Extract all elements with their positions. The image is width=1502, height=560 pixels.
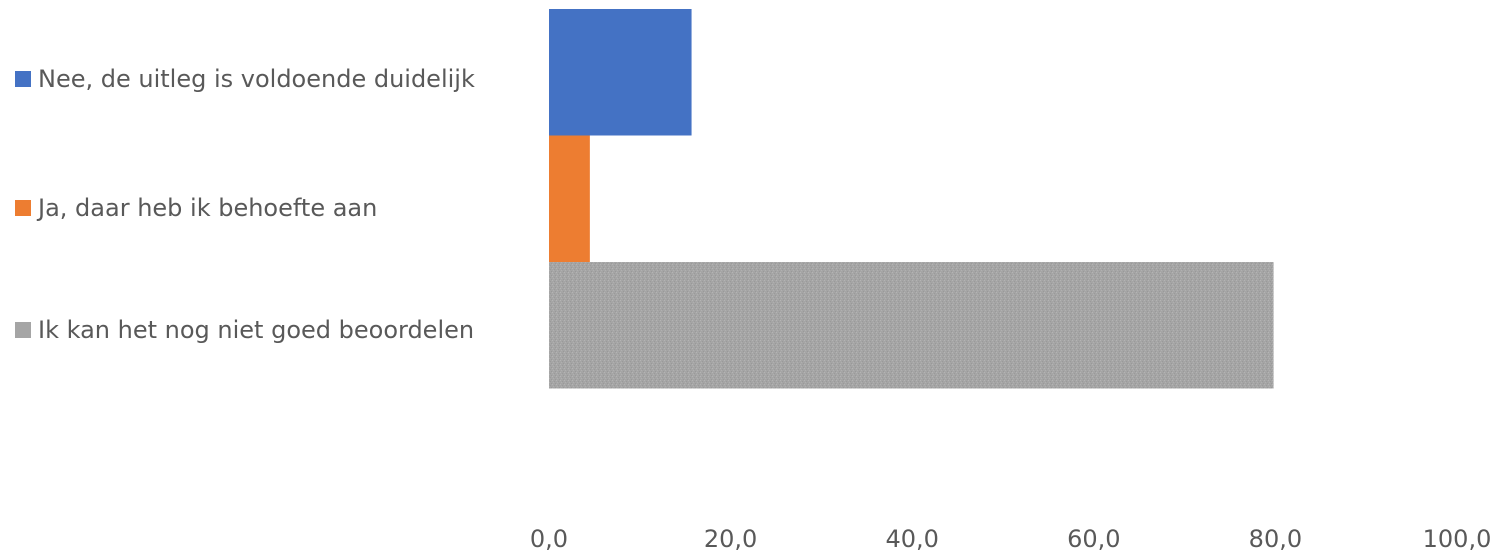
x-tick-label-5: 80,0 (1249, 525, 1302, 553)
x-tick-label-2: 20,0 (704, 525, 757, 553)
bars (549, 9, 1274, 389)
legend-label-3: Ik kan het nog niet goed beoordelen (38, 316, 474, 344)
x-tick-label-3: 40,0 (885, 525, 938, 553)
legend: Nee, de uitleg is voldoende duidelijk Ja,… (15, 65, 475, 344)
legend-label-1: Nee, de uitleg is voldoende duidelijk (38, 65, 475, 93)
legend-label-2: Ja, daar heb ik behoefte aan (36, 194, 377, 222)
x-tick-label-4: 60,0 (1067, 525, 1120, 553)
legend-marker-2 (15, 200, 31, 216)
legend-marker-1 (15, 71, 31, 87)
bar-3 (549, 262, 1274, 389)
x-axis-ticks: 0,0 20,0 40,0 60,0 80,0 100,0 (530, 525, 1491, 553)
legend-marker-3 (15, 322, 31, 338)
bar-2 (549, 135, 590, 262)
x-tick-label-6: 100,0 (1423, 525, 1492, 553)
bar-1 (549, 9, 692, 136)
x-tick-label-1: 0,0 (530, 525, 568, 553)
